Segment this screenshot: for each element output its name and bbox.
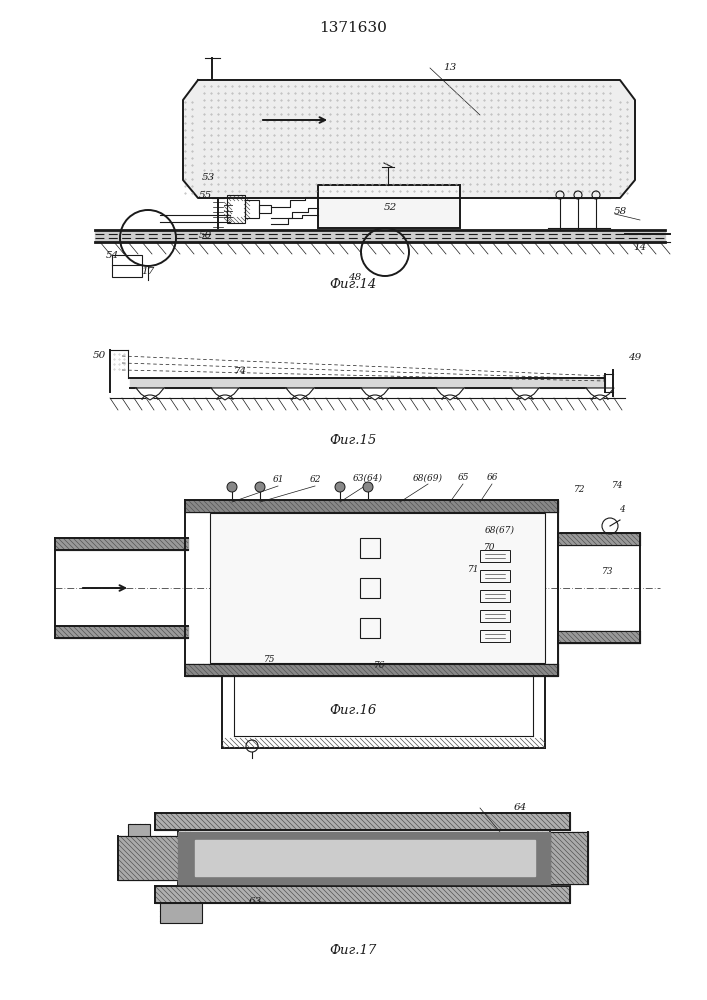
Polygon shape bbox=[558, 631, 640, 643]
Polygon shape bbox=[136, 388, 164, 400]
Polygon shape bbox=[155, 886, 570, 903]
Bar bbox=[480, 570, 510, 582]
Text: Фиг.17: Фиг.17 bbox=[329, 944, 377, 956]
Bar bbox=[480, 610, 510, 622]
Bar bbox=[227, 195, 245, 223]
Text: 75: 75 bbox=[264, 656, 276, 664]
Polygon shape bbox=[185, 500, 558, 512]
Bar bbox=[480, 550, 510, 562]
Text: 72: 72 bbox=[574, 486, 586, 494]
Text: 58: 58 bbox=[614, 208, 626, 217]
Polygon shape bbox=[95, 230, 665, 242]
Bar bbox=[259, 205, 271, 213]
Text: 76: 76 bbox=[374, 660, 386, 670]
Text: 4: 4 bbox=[619, 506, 625, 514]
Bar bbox=[112, 255, 142, 277]
Text: 50: 50 bbox=[93, 351, 106, 360]
Text: Фиг.14: Фиг.14 bbox=[329, 278, 377, 292]
Text: 13: 13 bbox=[443, 64, 457, 73]
Polygon shape bbox=[130, 378, 605, 388]
Circle shape bbox=[335, 482, 345, 492]
Text: 54: 54 bbox=[105, 250, 119, 259]
Polygon shape bbox=[155, 813, 570, 830]
Text: 74: 74 bbox=[612, 482, 624, 490]
Text: 55: 55 bbox=[199, 190, 211, 200]
Bar bbox=[245, 200, 259, 218]
Text: Фиг.15: Фиг.15 bbox=[329, 434, 377, 446]
Text: 50: 50 bbox=[199, 231, 211, 239]
Bar bbox=[360, 578, 380, 598]
Polygon shape bbox=[178, 832, 550, 884]
Bar bbox=[360, 618, 380, 638]
Text: 68(67): 68(67) bbox=[485, 526, 515, 534]
Bar bbox=[128, 824, 150, 836]
Text: 63(64): 63(64) bbox=[353, 474, 383, 483]
Polygon shape bbox=[550, 832, 588, 884]
Bar bbox=[360, 538, 380, 558]
Polygon shape bbox=[558, 533, 640, 545]
Text: 61: 61 bbox=[272, 476, 284, 485]
Bar bbox=[480, 630, 510, 642]
Circle shape bbox=[255, 482, 265, 492]
Polygon shape bbox=[183, 80, 635, 198]
Polygon shape bbox=[185, 664, 558, 676]
Text: 66: 66 bbox=[486, 474, 498, 483]
Polygon shape bbox=[511, 388, 539, 400]
Polygon shape bbox=[361, 388, 389, 400]
Bar bbox=[480, 590, 510, 602]
Text: 53: 53 bbox=[201, 174, 215, 182]
Circle shape bbox=[363, 482, 373, 492]
Text: 64: 64 bbox=[513, 804, 527, 812]
Bar bbox=[318, 185, 460, 228]
Text: 17: 17 bbox=[141, 267, 155, 276]
Text: Фиг.16: Фиг.16 bbox=[329, 704, 377, 716]
Polygon shape bbox=[195, 840, 535, 876]
Text: 1371630: 1371630 bbox=[319, 21, 387, 35]
Polygon shape bbox=[586, 388, 614, 400]
Polygon shape bbox=[436, 388, 464, 400]
Text: 63: 63 bbox=[248, 898, 262, 906]
Text: 65: 65 bbox=[457, 474, 469, 483]
Text: 71: 71 bbox=[468, 566, 480, 574]
Text: 68(69): 68(69) bbox=[413, 474, 443, 483]
Polygon shape bbox=[118, 836, 180, 880]
Circle shape bbox=[227, 482, 237, 492]
Polygon shape bbox=[286, 388, 314, 400]
Text: 70: 70 bbox=[484, 544, 496, 552]
Polygon shape bbox=[55, 626, 188, 638]
Text: 14: 14 bbox=[633, 243, 647, 252]
Text: 62: 62 bbox=[309, 476, 321, 485]
Text: 52: 52 bbox=[383, 202, 397, 212]
Text: 48: 48 bbox=[349, 273, 361, 282]
Text: 74: 74 bbox=[233, 367, 247, 376]
Polygon shape bbox=[55, 538, 188, 550]
Bar bbox=[160, 903, 202, 923]
Text: 73: 73 bbox=[602, 568, 614, 576]
Bar bbox=[210, 513, 545, 663]
Polygon shape bbox=[211, 388, 239, 400]
Text: 49: 49 bbox=[629, 354, 642, 362]
